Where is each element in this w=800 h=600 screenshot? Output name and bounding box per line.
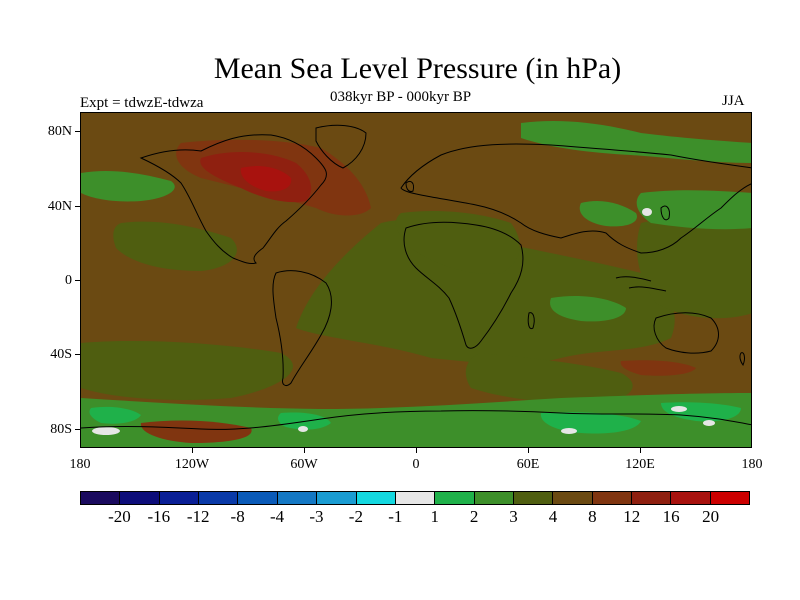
field-redbrown-southant: [140, 420, 252, 443]
field-green-indian: [550, 296, 626, 322]
coast-australia: [653, 312, 719, 354]
field-olive-pacific: [113, 221, 237, 271]
lat-label-40s: 40S: [50, 347, 72, 362]
map-field-svg: [81, 113, 751, 447]
lat-label-40n: 40N: [47, 199, 72, 214]
colorbar-label: -8: [230, 507, 245, 526]
colorbar-box: [159, 492, 200, 504]
field-olive-westpac: [636, 214, 751, 319]
field-white-ant5: [703, 420, 715, 426]
colorbar: [80, 491, 750, 505]
period-label: 038kyr BP - 000kyr BP: [330, 89, 472, 105]
colorbar-box: [513, 492, 554, 504]
colorbar-box: [592, 492, 633, 504]
colorbar-box: [317, 492, 357, 504]
field-white-ant4: [671, 406, 687, 412]
field-green-nwpacific: [81, 170, 175, 202]
field-redbrown-southpac: [620, 360, 696, 376]
colorbar-box: [81, 492, 121, 504]
lon-label-180e: 180: [741, 457, 763, 472]
colorbar-box: [632, 492, 672, 504]
field-olive-southindian: [465, 353, 633, 404]
colorbar-box: [553, 492, 593, 504]
coast-south-america: [272, 270, 332, 386]
colorbar-label: -20: [108, 507, 131, 526]
colorbar-label: 16: [662, 507, 680, 526]
lon-label-180w: 180: [69, 457, 91, 472]
lat-tick: [75, 206, 80, 207]
coast-antarctica: [81, 410, 751, 430]
colorbar-label: -2: [348, 507, 363, 526]
lon-label-60w: 60W: [290, 457, 318, 472]
field-white-korea: [642, 208, 652, 216]
colorbar-label: -4: [269, 507, 285, 526]
field-white-ant1: [92, 427, 120, 435]
colorbar-box: [277, 492, 318, 504]
coast-new-zealand: [739, 352, 745, 366]
colorbar-box: [395, 492, 436, 504]
colorbar-label: 2: [469, 507, 479, 526]
lat-label-80n: 80N: [47, 124, 72, 139]
field-white-ant2: [298, 426, 308, 432]
field-olive-southpacific: [81, 341, 293, 400]
coast-africa: [403, 221, 524, 349]
field-green-siberia: [579, 201, 637, 227]
colorbar-label: 4: [548, 507, 558, 526]
lat-label-0: 0: [65, 273, 72, 288]
coast-eurasia: [400, 143, 751, 254]
colorbar-box: [120, 492, 160, 504]
colorbar-label: 3: [509, 507, 518, 526]
lon-tick: [640, 448, 641, 453]
colorbar-label: -1: [388, 507, 403, 526]
field-red-core: [240, 166, 292, 192]
coastlines: [81, 124, 751, 430]
coast-indonesia: [615, 276, 667, 292]
lat-tick: [75, 280, 80, 281]
lon-tick: [528, 448, 529, 453]
lat-tick: [75, 429, 80, 430]
lat-tick: [75, 131, 80, 132]
colorbar-box: [474, 492, 514, 504]
field-olive-atlantic: [296, 219, 675, 364]
lon-label-120e: 120E: [625, 457, 655, 472]
lat-label-80s: 80S: [50, 422, 72, 437]
season-label: JJA: [722, 93, 745, 109]
lat-tick: [75, 354, 80, 355]
coast-uk: [405, 180, 414, 192]
colorbar-box: [238, 492, 278, 504]
experiment-label: Expt = tdwzE-tdwza: [80, 95, 204, 111]
colorbar-label: 8: [588, 507, 597, 526]
lon-tick: [192, 448, 193, 453]
coast-japan: [660, 205, 670, 221]
field-green-northpac2: [636, 190, 751, 230]
lon-label-120w: 120W: [174, 457, 210, 472]
colorbar-label: -12: [186, 507, 210, 526]
lon-label-60e: 60E: [516, 457, 540, 472]
lon-tick: [304, 448, 305, 453]
colorbar-box: [435, 492, 475, 504]
colorbar-box: [356, 492, 396, 504]
colorbar-label: 20: [702, 507, 720, 526]
map-plot-area: [80, 112, 752, 448]
lon-tick: [416, 448, 417, 453]
colorbar-label: 1: [430, 507, 439, 526]
lon-label-0: 0: [412, 457, 420, 472]
field-olive-sahara: [395, 211, 520, 274]
colorbar-label: -16: [147, 507, 171, 526]
field-green-arctic: [521, 121, 751, 163]
colorbar-box: [710, 492, 750, 504]
field-lightgreen-antarctic: [540, 412, 641, 434]
coast-greenland: [315, 124, 367, 169]
coast-madagascar: [527, 312, 535, 330]
field-white-ant3: [561, 428, 577, 434]
colorbar-box: [671, 492, 711, 504]
colorbar-box: [199, 492, 239, 504]
colorbar-label: -3: [309, 507, 324, 526]
chart-title: Mean Sea Level Pressure (in hPa): [213, 52, 622, 85]
field-lightgreen-westant: [89, 406, 141, 424]
colorbar-label: 12: [623, 507, 641, 526]
coast-north-america: [139, 134, 327, 264]
